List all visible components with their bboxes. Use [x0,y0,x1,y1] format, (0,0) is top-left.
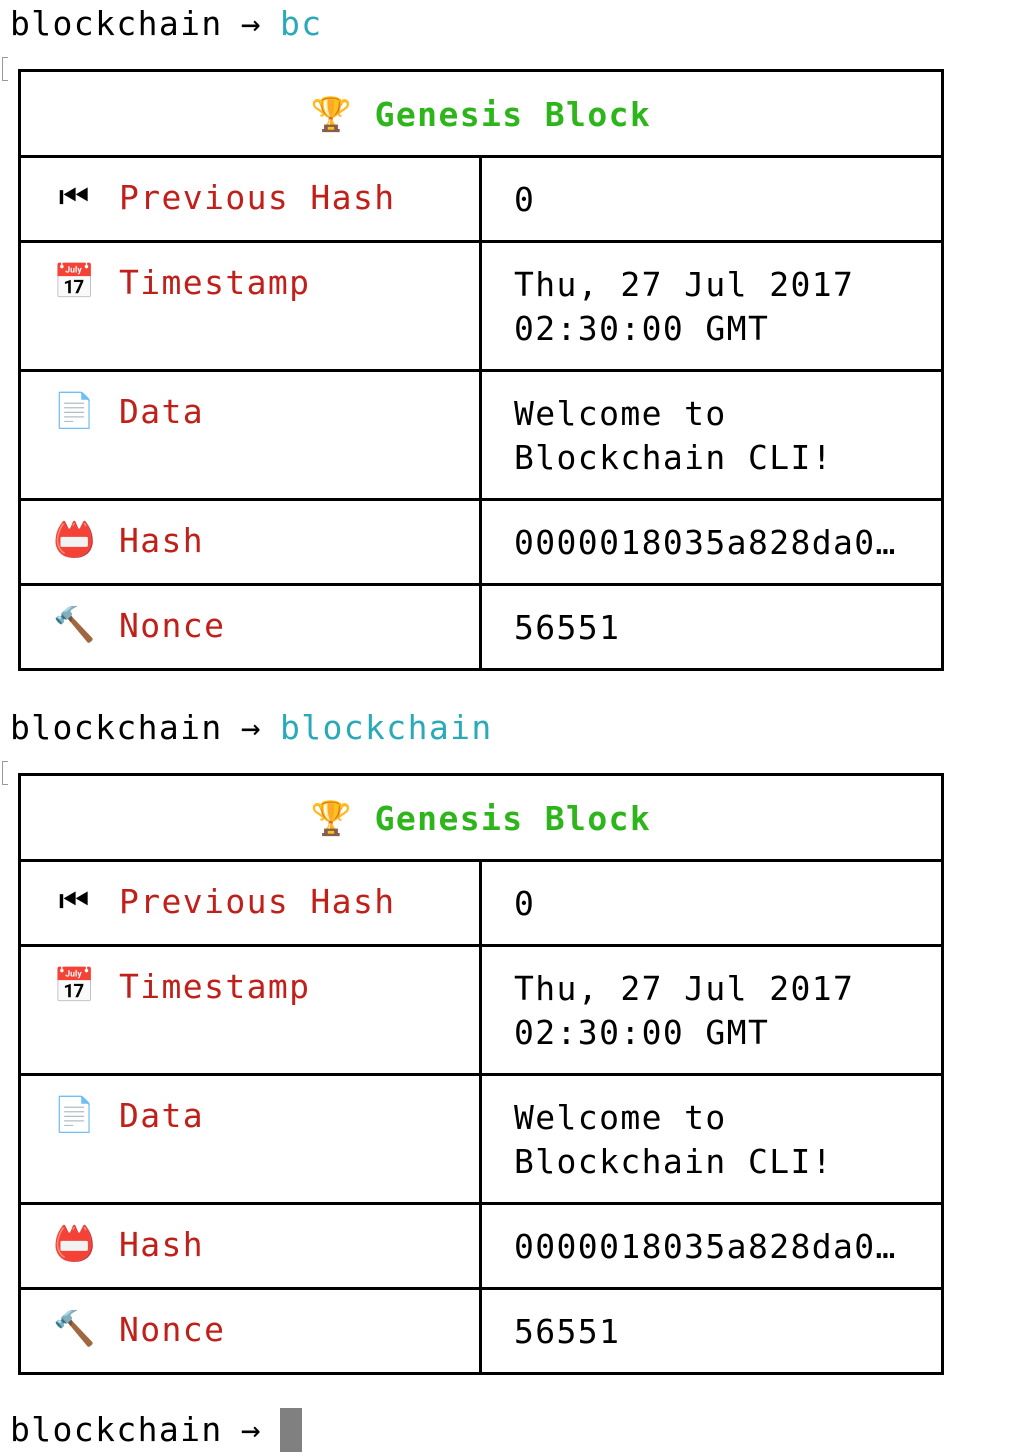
page-icon: 📄 [53,391,96,431]
prompt-dir: blockchain [10,4,223,43]
command: blockchain [279,708,493,747]
block-title: Genesis Block [374,798,652,838]
block-table: 🏆 Genesis Block ⏮ Previous Hash 0 📅 Timestamp… [18,773,944,1375]
rewind-button-icon: ⏮ [58,177,90,217]
row-label: Data [119,392,205,431]
block-row: 📛 Hash 0000018035a828da0… [18,1202,944,1290]
selection-bracket [2,761,8,785]
trophy-icon: 🏆 [310,94,354,134]
prompt-line: blockchain → blockchain [10,706,493,750]
row-label: Timestamp [119,263,311,302]
row-label: Hash [119,1225,205,1264]
current-prompt[interactable]: blockchain → [10,1408,302,1452]
hammer-icon: 🔨 [53,1309,96,1349]
row-label: Data [119,1096,205,1135]
name-badge-icon: 📛 [53,1224,96,1264]
cursor [279,1408,302,1452]
row-label: Timestamp [119,967,311,1006]
block-row: 📅 Timestamp Thu, 27 Jul 2017 02:30:00 GMT [18,240,944,372]
prompt-dir: blockchain [10,708,223,747]
row-value: 56551 [514,608,621,647]
row-value: Welcome to Blockchain CLI! [514,1098,834,1181]
block-header: 🏆 Genesis Block [18,773,944,862]
prompt-arrow: → [240,4,262,43]
block-row: ⏮ Previous Hash 0 [18,155,944,243]
trophy-icon: 🏆 [310,798,354,838]
block-title: Genesis Block [374,94,652,134]
block-table: 🏆 Genesis Block ⏮ Previous Hash 0 📅 Timestamp… [18,69,944,671]
calendar-icon: 📅 [53,262,96,302]
page-icon: 📄 [53,1095,96,1135]
hammer-icon: 🔨 [53,605,96,645]
block-row: 📛 Hash 0000018035a828da0… [18,498,944,586]
block-row: 📄 Data Welcome to Blockchain CLI! [18,369,944,501]
block-row: ⏮ Previous Hash 0 [18,859,944,947]
block-row: 🔨 Nonce 56551 [18,1287,944,1375]
row-label: Nonce [119,1310,226,1349]
name-badge-icon: 📛 [53,520,96,560]
row-label: Previous Hash [119,882,396,921]
row-value: 0000018035a828da0… [514,1227,897,1266]
prompt-line: blockchain → bc [10,2,323,46]
block-row: 📅 Timestamp Thu, 27 Jul 2017 02:30:00 GMT [18,944,944,1076]
calendar-icon: 📅 [53,966,96,1006]
selection-bracket [2,57,8,81]
block-row: 📄 Data Welcome to Blockchain CLI! [18,1073,944,1205]
row-value: Welcome to Blockchain CLI! [514,394,834,477]
prompt-arrow: → [240,708,262,747]
row-value: 56551 [514,1312,621,1351]
row-label: Hash [119,521,205,560]
row-value: 0 [514,180,536,219]
prompt-dir: blockchain [10,1410,223,1449]
row-value: Thu, 27 Jul 2017 02:30:00 GMT [514,265,855,348]
command: bc [279,4,323,43]
row-value: 0000018035a828da0… [514,523,897,562]
rewind-button-icon: ⏮ [58,881,90,921]
row-label: Nonce [119,606,226,645]
prompt-arrow: → [240,1410,262,1449]
block-row: 🔨 Nonce 56551 [18,583,944,671]
row-label: Previous Hash [119,178,396,217]
row-value: Thu, 27 Jul 2017 02:30:00 GMT [514,969,855,1052]
block-header: 🏆 Genesis Block [18,69,944,158]
row-value: 0 [514,884,536,923]
